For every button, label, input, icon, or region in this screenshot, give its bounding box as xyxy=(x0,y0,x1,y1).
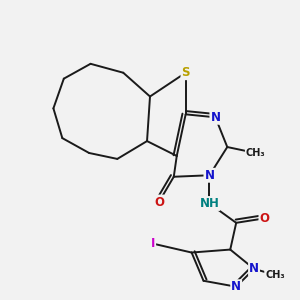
Text: N: N xyxy=(249,262,259,275)
Text: NH: NH xyxy=(200,197,219,210)
Text: I: I xyxy=(151,237,155,250)
Text: O: O xyxy=(260,212,269,225)
Text: N: N xyxy=(210,111,220,124)
Text: O: O xyxy=(154,196,164,208)
Text: CH₃: CH₃ xyxy=(246,148,265,158)
Text: S: S xyxy=(182,66,190,79)
Text: N: N xyxy=(231,280,241,293)
Text: CH₃: CH₃ xyxy=(265,270,285,280)
Text: N: N xyxy=(204,169,214,182)
